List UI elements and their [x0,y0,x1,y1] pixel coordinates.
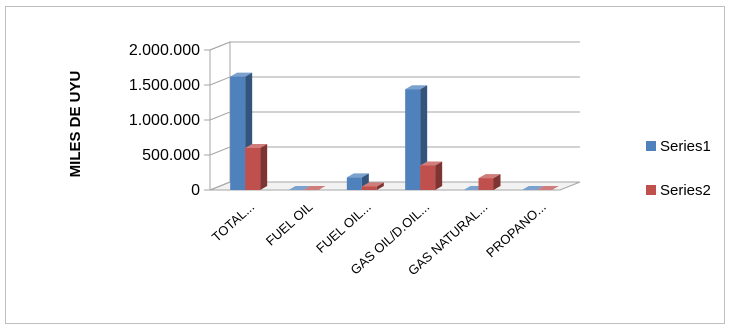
bar-top [420,161,443,166]
legend-label: Series1 [660,138,711,155]
bar [245,144,268,190]
y-tick-label: 2.000.000 [129,42,200,59]
bar-top [521,186,544,190]
gridline [209,181,580,191]
y-tick-label: 0 [191,182,200,199]
bar [288,186,311,190]
bar-top [478,174,501,179]
y-axis-ticks: 0 500.000 1.000.000 1.500.000 2.000.000 [129,42,200,199]
x-tick-label: FUEL OIL [263,199,316,249]
gridline [209,76,580,86]
bar-side [260,144,268,190]
y-tick-label: 1.000.000 [129,112,200,129]
bar [346,173,369,190]
y-tick-label: 500.000 [142,147,200,164]
bar-front [420,165,436,190]
bar [420,161,443,190]
bar-front [230,76,246,190]
bar [405,85,428,190]
bar-front [245,148,261,190]
bar-top [303,186,326,190]
x-tick-label: FUEL OIL... [313,199,374,256]
legend-swatch [646,185,656,195]
y-tick-label: 1.500.000 [129,77,200,94]
bar-top [361,182,384,187]
bar [536,186,559,190]
x-tick-label: PROPANO... [483,199,549,260]
bar-top [536,186,559,190]
gridline [209,111,580,121]
legend: Series1 Series2 [646,138,711,199]
legend-label: Series2 [660,182,711,199]
gridline [209,41,580,51]
y-axis-label: MILES DE UYU [67,71,84,178]
bar-front [405,89,421,190]
bar-side [376,182,384,190]
bar-front [361,186,377,190]
legend-swatch [646,141,656,151]
gridlines [204,41,580,191]
bar-top [230,72,253,77]
gridline [209,146,580,156]
bars [230,72,559,190]
bar-front [478,178,494,190]
bar [521,186,544,190]
bar-front [346,177,362,190]
bar [478,174,501,190]
bar-top [346,173,369,178]
bar-top [245,144,268,148]
bar-side [493,174,501,190]
bar-top [288,186,311,190]
bar [361,182,384,190]
x-tick-label: TOTAL... [209,199,257,245]
bar [303,186,326,190]
bar-top [405,85,428,90]
bar-side [435,161,443,190]
